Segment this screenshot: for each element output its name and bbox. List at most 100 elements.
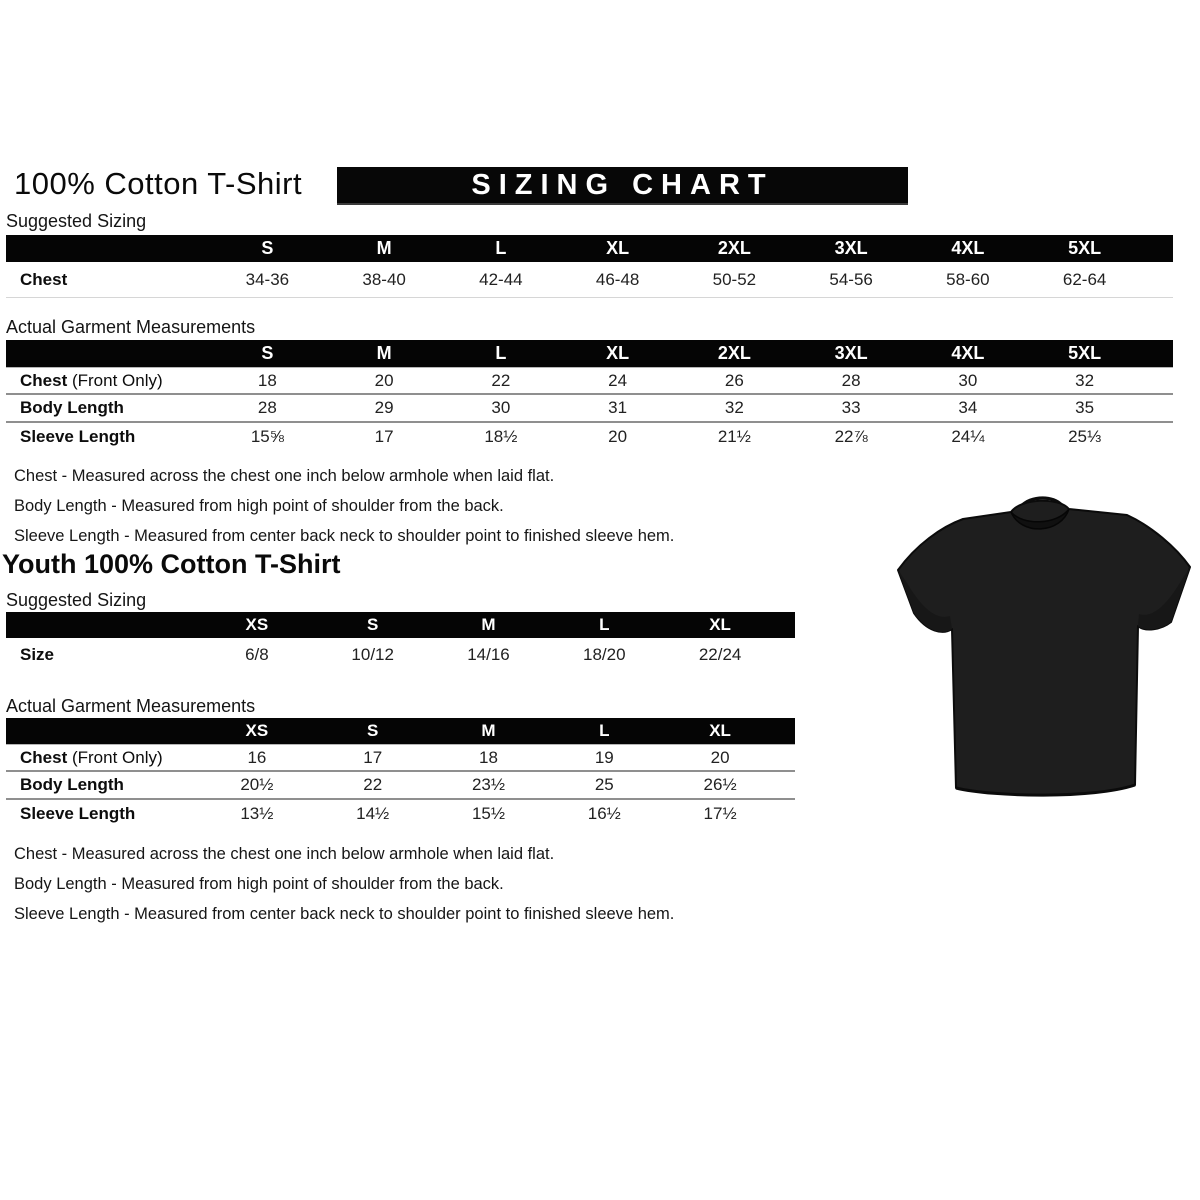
column-header: XL (606, 238, 630, 258)
table-cell: 34-36 (245, 269, 290, 289)
table-row: Chest 34-36 38-40 42-44 46-48 50-52 54-5… (6, 262, 1173, 298)
adult-actual-measurements-label: Actual Garment Measurements (6, 317, 256, 337)
row-label: Sleeve Length (20, 804, 136, 823)
row-label-text: Chest (20, 747, 68, 767)
table-cell: 22 (363, 775, 383, 794)
note-line: Chest - Measured across the chest one in… (14, 467, 555, 485)
table-cell: 16 (247, 747, 267, 767)
column-header: XS (245, 615, 269, 634)
table-cell: 62-64 (1062, 269, 1107, 289)
table-cell: 32 (1075, 370, 1095, 390)
table-row: Body Length 20½ 22 23½ 25 26½ (6, 772, 795, 800)
table-cell: 26 (724, 370, 744, 390)
column-header: S (261, 238, 274, 258)
table-cell: 28 (841, 370, 861, 390)
adult-suggested-sizing-label: Suggested Sizing (6, 211, 147, 231)
table-cell: 54-56 (829, 269, 873, 289)
row-label: Sleeve Length (20, 427, 136, 446)
column-header: L (495, 343, 507, 363)
column-header: M (376, 343, 392, 363)
note-line: Body Length - Measured from high point o… (14, 875, 504, 893)
column-header: XS (245, 721, 269, 740)
table-header-row: XS S M L XL (6, 612, 795, 638)
table-row: Body Length 28 29 30 31 32 33 34 35 (6, 395, 1173, 423)
table-cell: 25 (594, 775, 614, 794)
table-row: Sleeve Length 13½ 14½ 15½ 16½ 17½ (6, 800, 795, 828)
table-cell: 19 (594, 747, 614, 767)
column-header: M (481, 615, 496, 634)
youth-suggested-sizing-label: Suggested Sizing (6, 590, 147, 610)
table-cell: 15½ (471, 804, 506, 823)
table-cell: 20 (374, 370, 394, 390)
row-label: Size (20, 644, 55, 664)
column-header: 4XL (951, 343, 985, 363)
table-cell: 18/20 (583, 644, 626, 664)
sizing-chart-banner: SIZING CHART (337, 167, 908, 205)
table-cell: 24 (608, 370, 628, 390)
row-label-suffix: (Front Only) (67, 747, 163, 767)
table-row: Chest (Front Only) 18 20 22 24 26 28 30 … (6, 367, 1173, 395)
column-header: XL (709, 721, 731, 740)
table-cell: 35 (1075, 398, 1095, 417)
tshirt-product-image (893, 488, 1195, 806)
table-cell: 31 (608, 398, 628, 417)
table-header-row: XS S M L XL (6, 718, 795, 744)
table-row: Sleeve Length 15⅝ 17 18½ 20 21½ 22⅞ 24¼ … (6, 423, 1173, 451)
table-row: Chest (Front Only) 16 17 18 19 20 (6, 744, 795, 772)
youth-suggested-sizing-table: XS S M L XL Size 6/8 10/12 14/16 18/20 2… (6, 612, 795, 671)
row-label: Body Length (20, 775, 124, 794)
table-cell: 34 (958, 398, 978, 417)
column-header: XL (606, 343, 630, 363)
table-cell: 22⅞ (834, 427, 868, 446)
adult-suggested-sizing-table: S M L XL 2XL 3XL 4XL 5XL Chest 34-36 38-… (6, 235, 1173, 298)
table-cell: 20 (710, 747, 730, 767)
page-title: 100% Cotton T-Shirt (14, 166, 303, 201)
note-line: Chest - Measured across the chest one in… (14, 845, 555, 863)
row-label: Body Length (20, 398, 124, 417)
table-cell: 28 (257, 398, 277, 417)
table-cell: 22/24 (698, 644, 742, 664)
table-cell: 42-44 (479, 269, 523, 289)
row-label: Chest (Front Only) (6, 371, 209, 391)
column-header: S (367, 615, 379, 634)
row-label: Chest (Front Only) (6, 748, 199, 768)
column-header: M (481, 721, 496, 740)
table-cell: 16½ (587, 804, 621, 823)
column-header: L (599, 615, 610, 634)
table-cell: 29 (374, 398, 394, 417)
table-cell: 38-40 (362, 269, 406, 289)
youth-actual-measurements-label: Actual Garment Measurements (6, 696, 256, 716)
column-header: 3XL (834, 238, 868, 258)
column-header: S (367, 721, 379, 740)
row-label-text: Chest (20, 370, 68, 390)
table-cell: 24¼ (951, 427, 985, 446)
note-line: Sleeve Length - Measured from center bac… (14, 905, 675, 923)
table-cell: 23½ (471, 775, 506, 794)
table-cell: 14/16 (467, 644, 510, 664)
table-cell: 26½ (703, 775, 737, 794)
youth-actual-measurements-table: XS S M L XL Chest (Front Only) 16 17 18 … (6, 718, 795, 828)
table-cell: 33 (841, 398, 861, 417)
table-cell: 10/12 (351, 644, 394, 664)
row-label-suffix: (Front Only) (67, 370, 163, 390)
table-cell: 46-48 (595, 269, 640, 289)
table-cell: 18 (257, 370, 277, 390)
youth-measurement-notes: Chest - Measured across the chest one in… (14, 839, 674, 929)
table-cell: 15⅝ (250, 427, 284, 446)
adult-actual-measurements-table: S M L XL 2XL 3XL 4XL 5XL Chest (Front On… (6, 340, 1173, 451)
table-cell: 20 (608, 427, 628, 446)
table-header-row: S M L XL 2XL 3XL 4XL 5XL (6, 340, 1173, 367)
table-cell: 20½ (240, 775, 274, 794)
column-header: 4XL (951, 238, 985, 258)
note-line: Body Length - Measured from high point o… (14, 497, 504, 515)
column-header: 3XL (834, 343, 868, 363)
column-header: L (599, 721, 610, 740)
table-cell: 50-52 (712, 269, 757, 289)
column-header: XL (709, 615, 731, 634)
table-cell: 30 (958, 370, 978, 390)
table-cell: 32 (724, 398, 744, 417)
column-header: 5XL (1068, 238, 1102, 258)
table-cell: 17 (374, 427, 394, 446)
table-cell: 13½ (240, 804, 274, 823)
